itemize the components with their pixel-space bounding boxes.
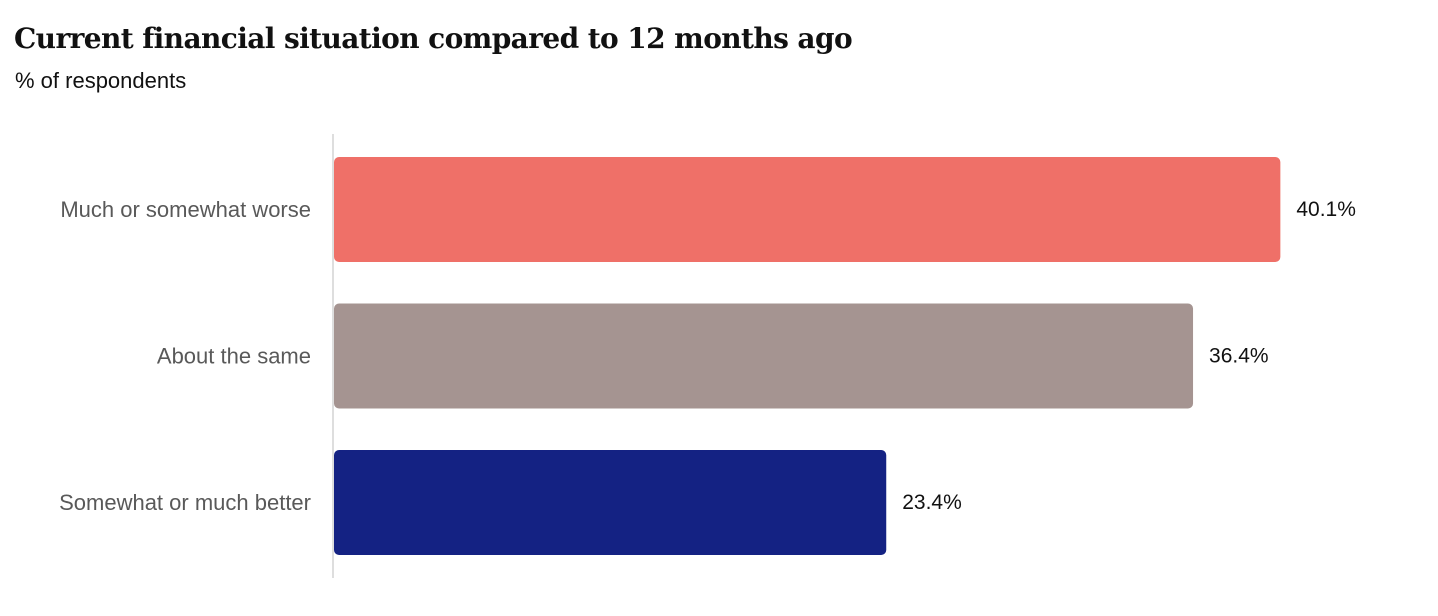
- bar-somewhat-or-much-better: [334, 450, 887, 555]
- category-label: Somewhat or much better: [59, 490, 311, 515]
- chart-subtitle: % of respondents: [15, 68, 187, 93]
- value-label: 23.4%: [902, 491, 962, 514]
- bar-much-or-somewhat-worse: [334, 157, 1281, 262]
- category-label: Much or somewhat worse: [60, 197, 311, 222]
- bars-group: Much or somewhat worse 40.1% About the sam…: [59, 157, 1356, 555]
- value-label: 40.1%: [1296, 198, 1356, 221]
- chart-title: Current financial situation compared to …: [14, 22, 853, 55]
- value-label: 36.4%: [1209, 345, 1269, 368]
- category-label: About the same: [157, 344, 311, 369]
- bar-about-the-same: [334, 303, 1194, 409]
